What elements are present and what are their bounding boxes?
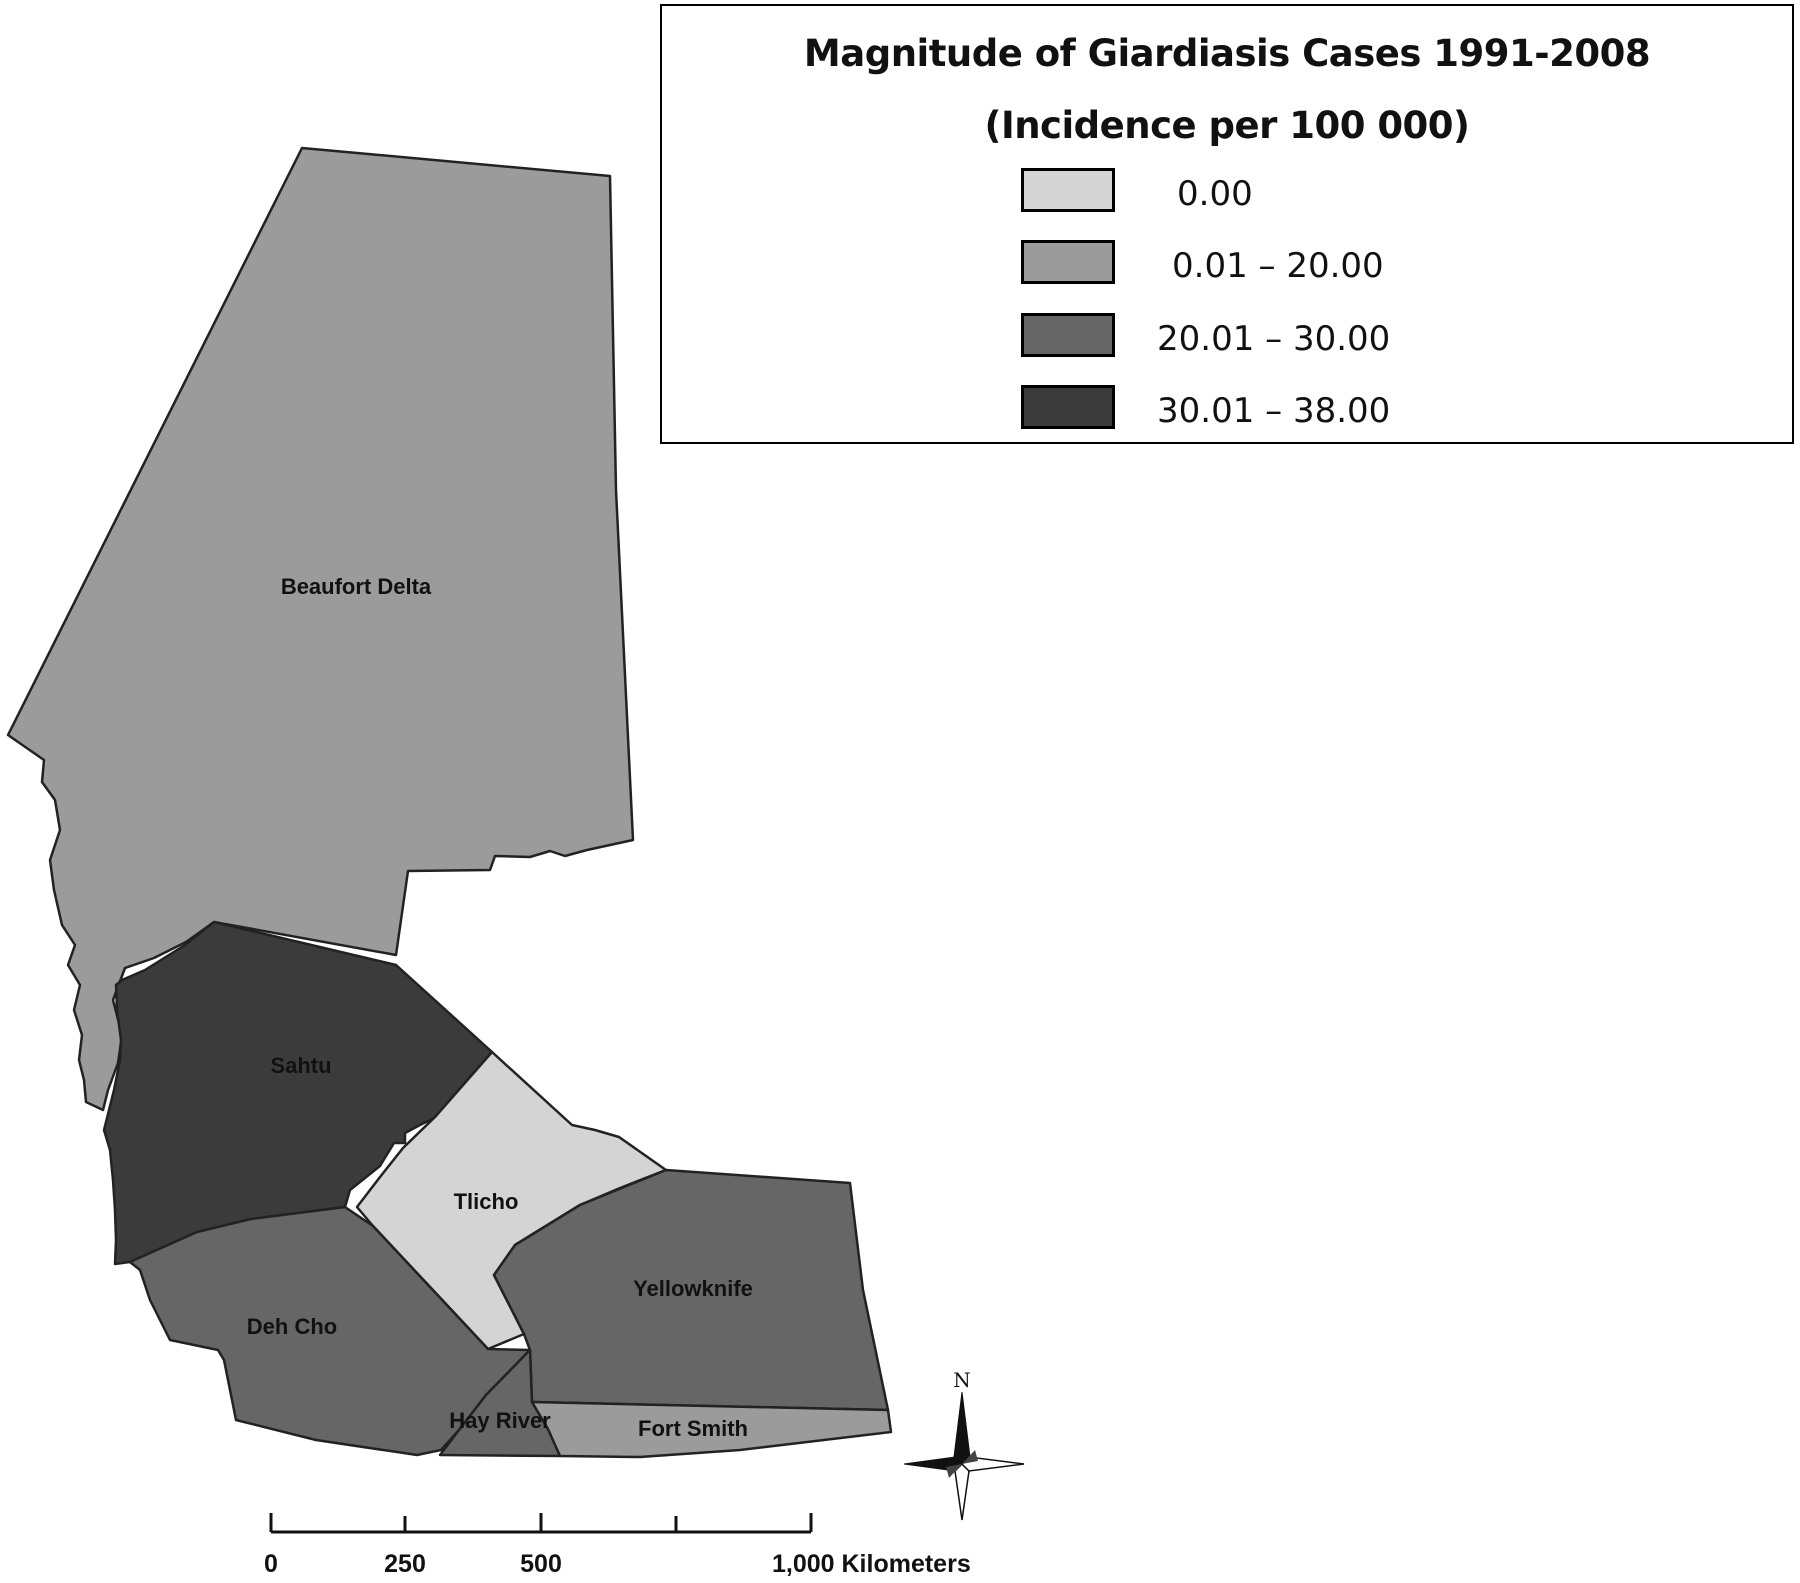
region-label-fort-smith: Fort Smith [638,1416,748,1441]
legend-title: Magnitude of Giardiasis Cases 1991-2008 [803,32,1651,75]
scale-label-250: 250 [384,1550,426,1578]
legend-label-0: 0.00 [1177,174,1253,214]
north-arrow-icon: N [903,1368,1025,1521]
region-label-beaufort-delta: Beaufort Delta [281,574,432,599]
region-label-sahtu: Sahtu [270,1053,331,1078]
legend-label-2: 20.01 – 30.00 [1157,319,1391,359]
region-label-hay-river: Hay River [449,1408,551,1433]
region-label-deh-cho: Deh Cho [247,1314,337,1339]
region-beaufort-delta [6,146,635,1112]
legend-swatch-2 [1021,313,1115,357]
legend: Magnitude of Giardiasis Cases 1991-2008 … [660,4,1794,444]
region-label-tlicho: Tlicho [454,1189,519,1214]
scale-bar: 0 250 500 1,000 Kilometers [264,1513,971,1578]
legend-swatch-3 [1021,385,1115,429]
north-label: N [953,1368,971,1392]
scale-label-500: 500 [520,1550,562,1578]
region-deh-cho [128,1205,532,1457]
scale-label-0: 0 [264,1550,278,1578]
region-fort-smith [530,1400,893,1459]
legend-swatch-1 [1021,240,1115,284]
legend-label-3: 30.01 – 38.00 [1157,391,1391,431]
legend-subtitle: (Incidence per 100 000) [984,104,1470,147]
legend-label-1: 0.01 – 20.00 [1172,246,1384,286]
scale-label-1000-km: 1,000 Kilometers [772,1550,971,1578]
region-label-yellowknife: Yellowknife [633,1276,753,1301]
legend-swatch-0 [1021,168,1115,212]
